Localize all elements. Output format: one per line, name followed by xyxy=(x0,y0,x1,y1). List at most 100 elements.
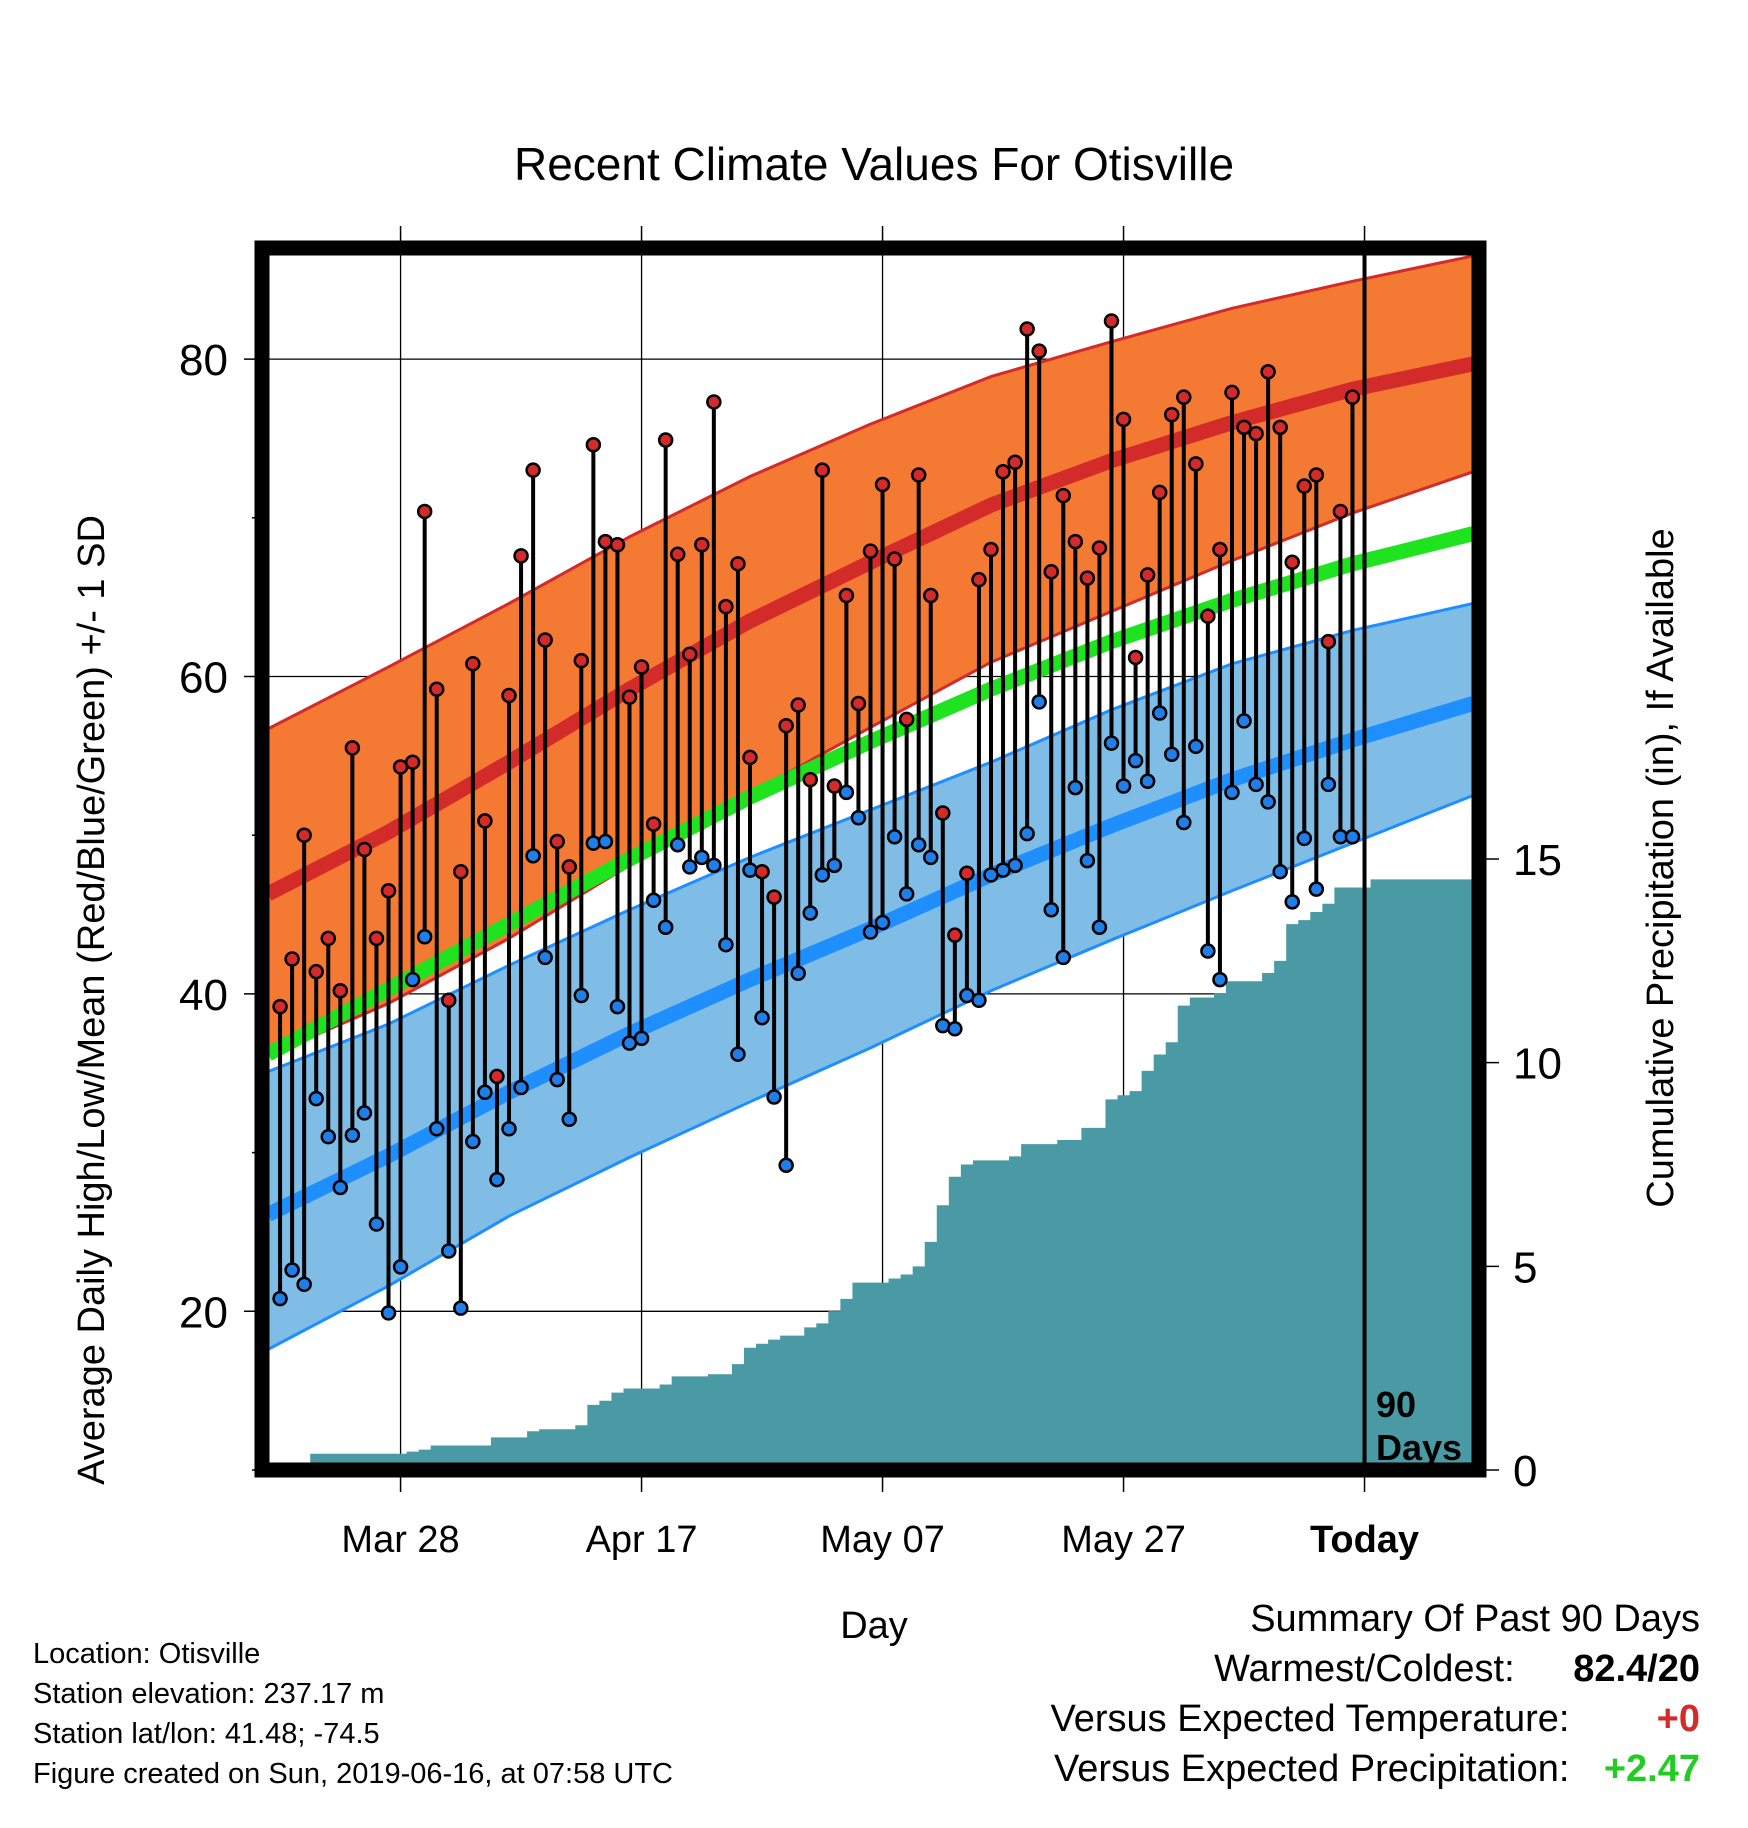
daily-high-point xyxy=(730,556,746,572)
daily-low-point xyxy=(1055,949,1072,966)
daily-high-point xyxy=(922,587,939,604)
created-text: Figure created on Sun, 2019-06-16, at 07… xyxy=(33,1758,673,1790)
daily-low-point xyxy=(1176,814,1192,831)
daily-high-point xyxy=(898,711,915,728)
summary-precip-row: Versus Expected Precipitation: +2.47 xyxy=(1051,1744,1700,1794)
daily-high-point xyxy=(453,863,469,880)
daily-low-point xyxy=(344,1127,361,1143)
daily-high-point xyxy=(766,889,782,905)
daily-low-point xyxy=(1007,857,1023,874)
low-sd-band-lower-edge xyxy=(267,794,1474,1351)
daily-high-point xyxy=(754,863,770,880)
daily-high-point xyxy=(633,659,650,675)
daily-low-point xyxy=(489,1171,505,1188)
daily-high-point xyxy=(1308,467,1325,483)
daily-high-point xyxy=(465,656,481,672)
summary-temp-row: Versus Expected Temperature: +0 xyxy=(1051,1694,1700,1744)
daily-high-point xyxy=(1019,321,1035,337)
daily-high-point xyxy=(657,432,674,448)
daily-low-point xyxy=(826,857,843,874)
low-sd-band xyxy=(268,603,1473,1350)
daily-high-point xyxy=(718,598,734,615)
daily-low-point xyxy=(1103,735,1120,751)
warm-cold-label: Warmest/Coldest: xyxy=(1214,1648,1515,1690)
daily-high-point xyxy=(862,543,879,559)
daily-low-point xyxy=(730,1046,746,1062)
summary-warm-cold-row: Warmest/Coldest: 82.4/20 xyxy=(1051,1644,1700,1694)
daily-high-point xyxy=(706,394,722,410)
daily-high-point xyxy=(1344,389,1361,405)
daily-high-point xyxy=(959,865,975,882)
daily-high-point xyxy=(1188,456,1204,472)
daily-high-point xyxy=(1236,419,1252,436)
daily-low-point xyxy=(513,1079,529,1096)
daily-high-point xyxy=(428,681,445,697)
daily-high-point xyxy=(609,537,626,553)
daily-high-point xyxy=(501,687,517,704)
daily-high-point xyxy=(1176,389,1192,405)
daily-high-point xyxy=(1115,411,1132,428)
daily-low-point xyxy=(332,1179,349,1196)
precip-area-layer xyxy=(262,879,1479,1470)
daily-high-point xyxy=(1127,649,1144,666)
daily-high-point xyxy=(983,541,999,558)
daily-high-point xyxy=(441,992,457,1008)
daily-high-point xyxy=(561,859,578,875)
daily-low-point xyxy=(356,1105,373,1121)
daily-low-point xyxy=(1163,746,1180,763)
daily-high-point xyxy=(272,998,288,1015)
daily-low-point xyxy=(308,1090,324,1107)
daily-low-point xyxy=(874,914,891,931)
daily-low-point xyxy=(1248,776,1264,793)
daily-high-point xyxy=(971,571,987,588)
y2-tick-label: 5 xyxy=(1513,1243,1537,1292)
daily-high-point xyxy=(1007,454,1023,470)
daily-low-point xyxy=(910,836,927,853)
daily-high-point xyxy=(332,982,349,999)
daily-low-point xyxy=(368,1216,385,1232)
daily-low-point xyxy=(1139,773,1156,789)
daily-low-point xyxy=(477,1084,493,1101)
y2-tick-label: 10 xyxy=(1513,1040,1562,1089)
daily-low-point xyxy=(898,886,915,902)
daily-low-point xyxy=(694,849,710,866)
daily-low-point xyxy=(465,1133,481,1150)
temp-label: Versus Expected Temperature: xyxy=(1050,1698,1570,1740)
daily-high-point xyxy=(1043,564,1059,580)
daily-low-point xyxy=(284,1262,300,1278)
daily-high-point xyxy=(380,882,397,899)
daily-low-point xyxy=(886,829,903,845)
daily-low-point xyxy=(838,784,855,801)
daily-low-point xyxy=(862,924,879,940)
y2-axis-label: Cumulative Precipitation (in), If Availa… xyxy=(1640,528,1682,1207)
daily-high-point xyxy=(886,551,903,567)
x-tick-label: May 27 xyxy=(1061,1519,1186,1561)
daily-high-point xyxy=(682,646,698,663)
daily-low-point xyxy=(1344,829,1361,845)
daily-low-point xyxy=(597,833,614,850)
daily-low-point xyxy=(1031,694,1047,710)
daily-low-point xyxy=(922,849,939,866)
daily-high-point xyxy=(284,951,300,967)
daily-low-point xyxy=(441,1243,457,1259)
daily-low-point xyxy=(706,857,722,874)
daily-high-point xyxy=(356,841,373,858)
daily-low-point xyxy=(1067,779,1084,796)
daily-high-point xyxy=(1224,384,1240,401)
daily-low-point xyxy=(947,1021,963,1037)
daily-high-point xyxy=(1031,343,1047,359)
daily-low-point xyxy=(1091,919,1108,935)
precip-label: Versus Expected Precipitation: xyxy=(1054,1748,1570,1790)
daily-high-point xyxy=(1079,570,1096,586)
daily-low-point xyxy=(1260,794,1276,810)
y-tick-label: 60 xyxy=(179,653,228,702)
precip-area xyxy=(262,879,1479,1470)
daily-high-point xyxy=(404,754,421,770)
daily-low-point xyxy=(1272,863,1288,880)
daily-high-point xyxy=(525,462,541,478)
daily-low-point xyxy=(296,1276,312,1293)
daily-high-point xyxy=(1103,313,1120,329)
today-marker-label-line2: Days xyxy=(1376,1427,1462,1468)
daily-high-point xyxy=(1320,633,1337,650)
daily-low-point xyxy=(1127,752,1144,769)
